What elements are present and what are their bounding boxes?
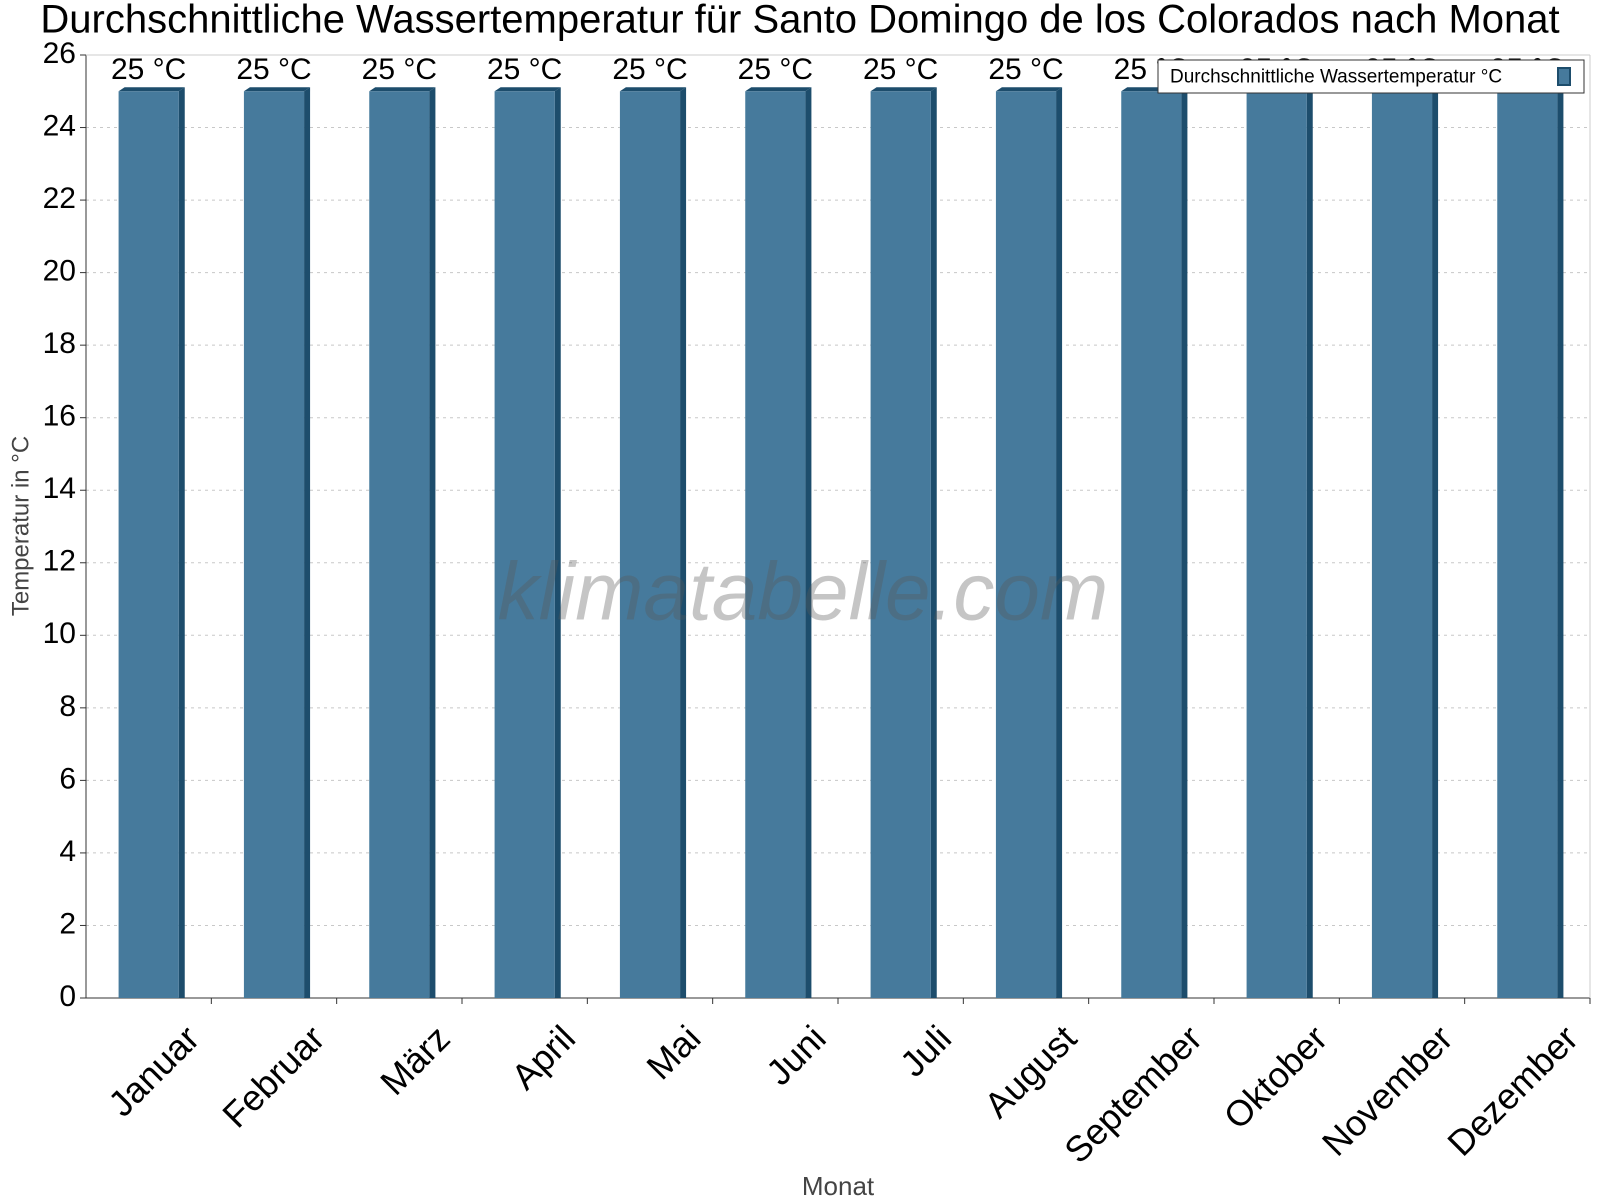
legend-label: Durchschnittliche Wassertemperatur °C: [1170, 67, 1502, 88]
x-tick-label: Oktober: [1216, 1017, 1336, 1137]
bar-top: [243, 87, 311, 92]
legend-swatch: [1557, 67, 1571, 86]
value-label: 25 °C: [487, 53, 562, 86]
bar: [1497, 91, 1558, 999]
bar: [619, 91, 681, 999]
value-label: 25 °C: [111, 53, 186, 86]
y-tick-label: 0: [59, 980, 76, 1013]
bar: [745, 91, 806, 999]
bar-side: [1557, 87, 1564, 999]
value-label: 25 °C: [612, 53, 687, 86]
bar-side: [1306, 87, 1313, 999]
value-label: 25 °C: [863, 53, 938, 86]
y-tick-label: 10: [43, 617, 76, 650]
value-label: 25 °C: [236, 53, 311, 86]
y-tick-label: 8: [59, 690, 76, 723]
x-tick-label: Juli: [892, 1017, 959, 1084]
bar-top: [118, 87, 185, 92]
bar: [870, 91, 931, 999]
x-tick-label: Mai: [638, 1017, 708, 1087]
bar: [1246, 91, 1307, 999]
bar: [243, 91, 305, 999]
x-tick-label: September: [1056, 1017, 1210, 1171]
bar: [118, 91, 179, 999]
bar-top: [369, 87, 436, 92]
y-tick-label: 24: [43, 109, 76, 142]
y-tick-label: 18: [43, 327, 76, 360]
y-tick-label: 16: [43, 400, 76, 433]
y-tick-label: 20: [43, 255, 76, 288]
bar: [494, 91, 555, 999]
x-tick-label: August: [976, 1017, 1084, 1125]
x-tick-label: Februar: [214, 1017, 332, 1135]
y-tick-label: 4: [59, 835, 76, 868]
x-tick-label: März: [372, 1017, 458, 1103]
x-tick-label: Januar: [100, 1017, 207, 1124]
legend: Durchschnittliche Wassertemperatur °C: [1157, 59, 1585, 94]
bar: [369, 91, 430, 999]
y-tick-label: 14: [43, 472, 76, 505]
bar-side: [429, 87, 436, 999]
bar-top: [619, 87, 687, 92]
y-tick-label: 2: [59, 907, 76, 940]
y-tick-label: 22: [43, 182, 76, 215]
bar-side: [930, 87, 937, 999]
bar-top: [995, 87, 1063, 92]
bar-side: [680, 87, 687, 999]
value-label: 25 °C: [362, 53, 437, 86]
x-tick-label: April: [503, 1017, 583, 1097]
bar-top: [870, 87, 937, 92]
bar-side: [805, 87, 812, 999]
x-axis-title: Monat: [802, 1171, 875, 1200]
x-tick-label: Dezember: [1439, 1017, 1585, 1163]
y-tick-label: 26: [43, 37, 76, 70]
watermark: klimatabelle.com: [498, 547, 1109, 638]
y-axis-title: Temperatur in °C: [7, 436, 34, 616]
bar-side: [178, 87, 185, 999]
bar-side: [1432, 87, 1439, 999]
value-label: 25 °C: [988, 53, 1063, 86]
bar-side: [304, 87, 311, 999]
value-label: 25 °C: [738, 53, 813, 86]
bar-side: [1181, 87, 1188, 999]
bar: [995, 91, 1057, 999]
bar: [1371, 91, 1433, 999]
x-tick-label: Juni: [758, 1017, 834, 1093]
bar-top: [745, 87, 812, 92]
bar: [1121, 91, 1182, 999]
y-tick-label: 12: [43, 545, 76, 578]
bar-side: [554, 87, 561, 999]
x-tick-label: November: [1314, 1017, 1460, 1163]
bar-top: [494, 87, 561, 92]
legend-box: [1157, 59, 1585, 94]
bar-side: [1056, 87, 1063, 999]
y-tick-label: 6: [59, 762, 76, 795]
chart-title: Durchschnittliche Wassertemperatur für S…: [40, 0, 1559, 42]
